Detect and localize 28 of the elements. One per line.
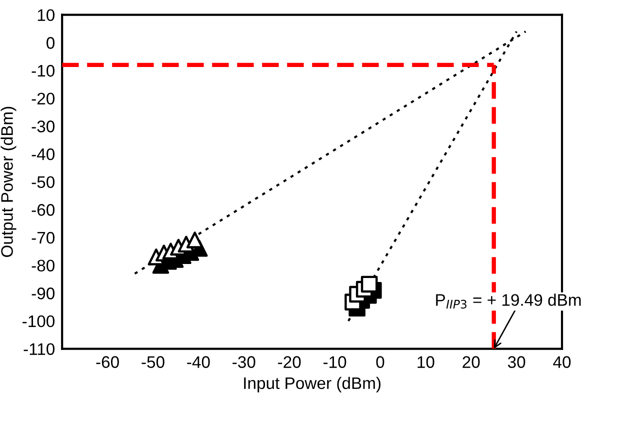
y-tick-label: -70 <box>32 232 55 244</box>
x-tick-label: -50 <box>142 356 164 368</box>
x-tick-label: -10 <box>323 356 346 368</box>
y-tick-label: -50 <box>32 176 55 188</box>
x-tick-label: 20 <box>462 356 480 368</box>
y-tick-label: -60 <box>32 204 55 216</box>
y-tick-label: -20 <box>32 92 55 105</box>
x-tick-label: -60 <box>96 356 119 368</box>
y-tick-label: 0 <box>46 37 55 49</box>
annotation: P$_{IIP3}$ = + 19.49 dBm <box>436 294 581 309</box>
y-tick-label: -100 <box>22 315 55 328</box>
y-tick-label: -80 <box>32 260 55 272</box>
x-tick-label: 30 <box>508 356 526 368</box>
x-tick-label: -30 <box>232 356 256 368</box>
x-tick-label: -20 <box>278 356 301 368</box>
point <box>360 276 378 293</box>
y-tick-label: -40 <box>32 148 55 160</box>
x-tick-label: -40 <box>187 356 210 368</box>
x-axis-title: Input Power (dBm) <box>244 376 380 392</box>
x-tick-label: 0 <box>376 356 384 368</box>
y-tick-label: -10 <box>32 64 55 77</box>
y-axis-title: Output Power (dBm) <box>0 106 16 257</box>
x-tick-label: 10 <box>418 356 434 368</box>
y-tick-label: 10 <box>38 9 55 22</box>
y-tick-label: -30 <box>32 120 55 132</box>
y-tick-label: -110 <box>24 343 55 356</box>
x-tick-label: 40 <box>553 356 571 368</box>
y-tick-label: -90 <box>32 288 55 300</box>
